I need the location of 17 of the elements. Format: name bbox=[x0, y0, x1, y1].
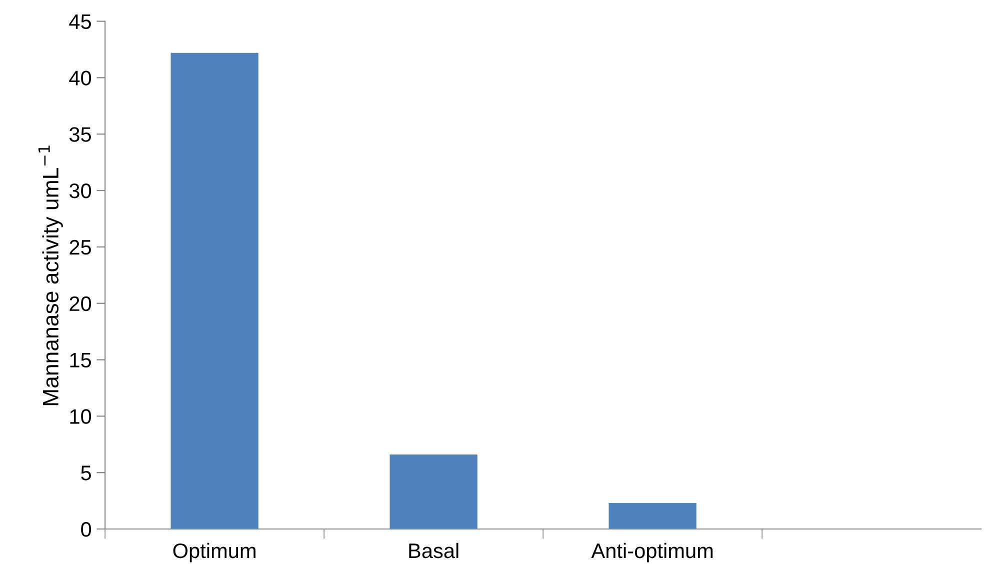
y-tick-label: 40 bbox=[69, 70, 92, 86]
x-tick-label: Anti-optimum bbox=[591, 542, 713, 562]
y-tick-label: 25 bbox=[70, 240, 91, 255]
y-tick-label: 0 bbox=[81, 522, 92, 537]
y-tick-label: 15 bbox=[70, 352, 91, 368]
y-tick-label: 45 bbox=[69, 14, 91, 30]
y-tick-label: 10 bbox=[70, 409, 92, 424]
y-tick-label: 35 bbox=[69, 127, 91, 142]
bar bbox=[170, 52, 258, 529]
y-tick-label: 30 bbox=[69, 184, 92, 198]
x-tick-label: Basal bbox=[409, 542, 458, 558]
bar bbox=[390, 454, 478, 529]
y-axis-title: Mannanase activity umL$^{−1}$ bbox=[38, 146, 63, 406]
y-tick-label: 20 bbox=[70, 296, 92, 312]
x-tick-label: Optimum bbox=[173, 542, 256, 562]
y-tick-label: 5 bbox=[81, 466, 91, 480]
bar bbox=[608, 503, 696, 529]
